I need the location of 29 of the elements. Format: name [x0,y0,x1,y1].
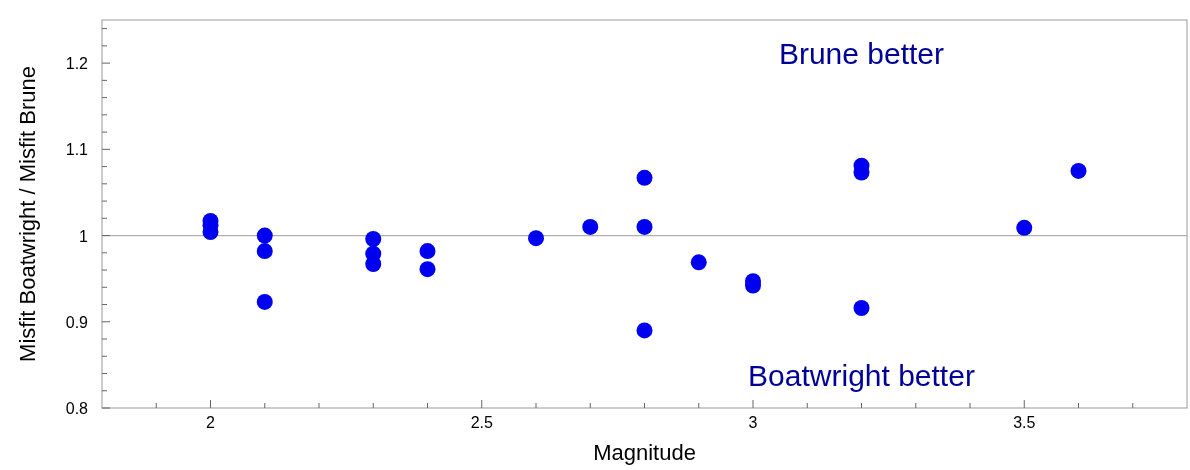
y-tick-label: 1 [79,227,89,245]
point [256,227,273,244]
point [365,231,382,247]
y-tick-label: 0.8 [65,400,89,417]
point [1016,219,1033,236]
point [636,169,653,186]
point [256,243,273,260]
point [582,218,599,235]
y-tick-label: 0.9 [65,313,89,331]
point [690,254,707,271]
x-tick-label: 3 [748,414,758,431]
y-axis-title: Misfit Boatwright / Misfit Brune [15,66,40,362]
x-tick-label: 2.5 [470,414,493,431]
point [419,261,436,278]
x-tick-label: 2 [206,414,216,431]
point [365,256,382,273]
point [636,322,653,339]
x-tick-label: 3.5 [1013,414,1036,431]
annotation: Brune better [778,37,945,71]
point [256,293,273,310]
point [1070,162,1087,179]
point [853,299,870,316]
annotation: Boatwright better [748,359,975,393]
point [636,218,653,235]
point [528,230,544,247]
y-tick-label: 1.1 [65,141,89,159]
point [419,243,436,260]
x-axis-title: Magnitude [593,440,696,465]
y-tick-label: 1.2 [65,55,89,73]
